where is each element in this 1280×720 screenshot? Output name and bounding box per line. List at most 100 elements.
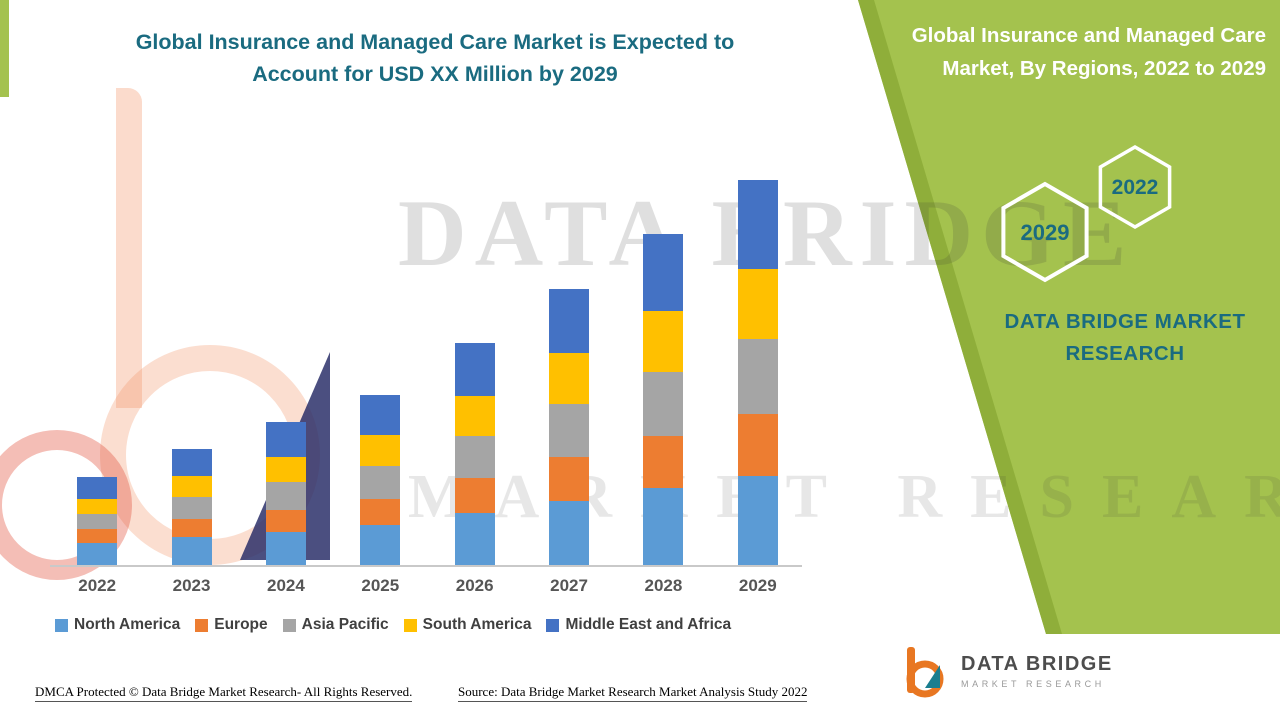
bar-segment: [265, 457, 306, 483]
hexagon-2029: 2029: [1001, 181, 1089, 283]
bar-segment: [77, 542, 118, 565]
bar-segment: [171, 476, 212, 497]
bar-segment: [454, 436, 495, 479]
x-axis-label: 2022: [78, 576, 117, 595]
bar-segment: [643, 234, 684, 312]
x-axis-label: 2028: [644, 576, 683, 595]
bar-segment: [643, 311, 684, 372]
bar-segment: [360, 498, 401, 525]
data-bridge-logo: DATA BRIDGE MARKET RESEARCH: [895, 638, 1125, 704]
legend-swatch: [55, 618, 68, 632]
legend-swatch: [195, 618, 209, 632]
bar-segment: [171, 496, 212, 519]
legend-item: South America: [403, 616, 532, 634]
page-title-line1: Global Insurance and Managed Care Market…: [135, 30, 735, 54]
footer-dmca-text: DMCA Protected © Data Bridge Market Rese…: [35, 684, 413, 702]
bar-segment: [549, 457, 590, 501]
footer-source-text: Source: Data Bridge Market Research Mark…: [458, 684, 808, 702]
bar-segment: [360, 524, 401, 565]
legend-label: Asia Pacific: [301, 616, 389, 633]
bar-stack: [77, 477, 118, 565]
bar-stack: [360, 394, 401, 565]
bar-segment: [737, 476, 778, 565]
legend-item: North America: [55, 616, 180, 634]
bar-stack: [265, 421, 306, 565]
footer-dmca-label: DMCA Protected © Data Bridge Market Rese…: [35, 684, 413, 702]
x-axis-line: [50, 565, 802, 567]
bar-segment: [265, 531, 306, 565]
legend-swatch: [546, 618, 560, 632]
page-title: Global Insurance and Managed Care Market…: [95, 26, 775, 91]
x-axis-label: 2027: [550, 576, 588, 595]
x-axis-label: 2025: [361, 576, 400, 595]
bar-column: [239, 170, 333, 565]
bar-segment: [737, 180, 778, 269]
bar-segment: [360, 394, 401, 436]
bar-stack: [549, 288, 590, 565]
bar-segment: [171, 518, 212, 537]
bar-segment: [265, 509, 306, 532]
hexagon-2029-label: 2029: [1021, 220, 1070, 245]
bar-segment: [549, 403, 590, 458]
bar-column: [711, 170, 805, 565]
bar-segment: [360, 466, 401, 499]
bar-segment: [454, 395, 495, 437]
footer-source-label: Source: Data Bridge Market Research Mark…: [458, 684, 808, 702]
bar-column: [50, 170, 144, 565]
hexagon-2022-label: 2022: [1112, 176, 1159, 199]
bar-stack: [454, 343, 495, 565]
top-left-accent-bar: [0, 0, 9, 97]
bar-segment: [549, 288, 590, 354]
bar-column: [616, 170, 710, 565]
x-axis-label: 2026: [455, 576, 494, 595]
bar-stack: [737, 180, 778, 565]
hexagon-2022: 2022: [1098, 144, 1172, 230]
side-panel-title: Global Insurance and Managed Care Market…: [911, 24, 1266, 80]
logo-text: DATA BRIDGE MARKET RESEARCH: [961, 653, 1113, 689]
bar-segment: [737, 413, 778, 477]
bar-stack: [643, 234, 684, 565]
x-axis-label: 2024: [267, 576, 305, 595]
side-panel-brand-text: DATA BRIDGE MARKET RESEARCH: [1004, 310, 1246, 365]
legend-item: Middle East and Africa: [546, 616, 731, 634]
data-bridge-logo-icon: [906, 647, 944, 698]
bar-segment: [77, 528, 118, 543]
bar-segment: [265, 482, 306, 510]
bar-column: [428, 170, 522, 565]
bar-segment: [454, 343, 495, 396]
legend-label: North America: [74, 616, 181, 633]
bar-segment: [360, 435, 401, 467]
legend-label: Europe: [214, 616, 268, 633]
bar-segment: [643, 371, 684, 437]
bar-segment: [171, 536, 212, 565]
legend-label: Middle East and Africa: [565, 616, 732, 633]
bar-segment: [737, 268, 778, 340]
legend-item: Asia Pacific: [282, 616, 389, 634]
x-axis-labels: 2022 2023 2024 2025 2026 2027 2028 2029: [50, 576, 805, 596]
legend-label: South America: [422, 616, 532, 633]
bar-segment: [549, 500, 590, 565]
legend-swatch: [282, 618, 296, 632]
year-hexagons: 2029 2022: [1001, 144, 1172, 283]
bar-segment: [643, 488, 684, 565]
bar-segment: [171, 449, 212, 477]
legend-swatch: [403, 618, 417, 632]
legend-item: Europe: [195, 616, 268, 634]
bar-segment: [549, 353, 590, 404]
logo-name: DATA BRIDGE: [961, 653, 1113, 675]
bar-segment: [643, 436, 684, 489]
x-axis-label: 2023: [172, 576, 211, 595]
bar-segment: [77, 477, 118, 499]
bar-segment: [737, 339, 778, 414]
x-axis-label: 2029: [738, 576, 777, 595]
bar-column: [522, 170, 616, 565]
bar-segment: [454, 512, 495, 565]
bar-segment: [77, 513, 118, 529]
bar-column: [144, 170, 238, 565]
page-title-line2: Account for USD XX Million by 2029: [252, 62, 618, 87]
bar-segment: [454, 478, 495, 513]
chart-legend: North America Europe Asia Pacific South Ame…: [55, 616, 825, 634]
stacked-bar-chart: [50, 170, 805, 565]
bar-segment: [265, 421, 306, 458]
logo-sub: MARKET RESEARCH: [961, 679, 1105, 689]
